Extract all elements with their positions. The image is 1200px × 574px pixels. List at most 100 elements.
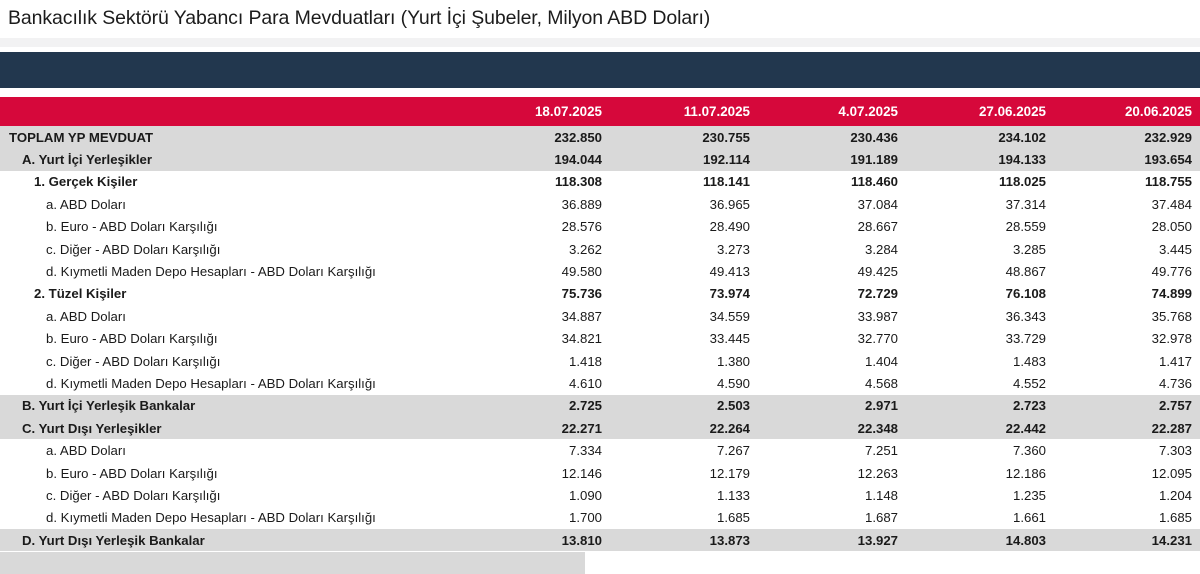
row-value: 48.867: [1005, 264, 1046, 280]
row-value: 72.729: [857, 286, 898, 302]
row-value: 1.661: [1012, 510, 1046, 526]
row-label: B. Yurt İçi Yerleşik Bankalar: [22, 398, 196, 414]
row-value: 7.360: [1012, 443, 1046, 459]
row-label: b. Euro - ABD Doları Karşılığı: [46, 331, 218, 347]
column-header-date: 20.06.2025: [1124, 104, 1192, 119]
row-value: 7.267: [716, 443, 750, 459]
row-value: 33.729: [1005, 331, 1046, 347]
row-label: C. Yurt Dışı Yerleşikler: [22, 420, 162, 436]
page-title: Bankacılık Sektörü Yabancı Para Mevduatl…: [8, 7, 711, 29]
row-value: 28.667: [857, 219, 898, 235]
row-value: 1.090: [568, 487, 602, 503]
table-row: a. ABD Doları 34.887 34.559 33.987 36.343 35.…: [0, 305, 1200, 328]
row-label: a. ABD Doları: [46, 443, 126, 459]
row-value: 2.757: [1158, 398, 1192, 414]
row-value: 33.445: [709, 331, 750, 347]
row-value: 193.654: [1144, 152, 1192, 168]
table-row: d. Kıymetli Maden Depo Hesapları - ABD D…: [0, 260, 1200, 283]
row-value: 232.929: [1144, 129, 1192, 145]
row-label: 1. Gerçek Kişiler: [34, 174, 138, 190]
row-value: 12.263: [857, 465, 898, 481]
row-label: b. Euro - ABD Doları Karşılığı: [46, 465, 218, 481]
row-value: 22.264: [709, 420, 750, 436]
row-value: 28.490: [709, 219, 750, 235]
row-value: 118.025: [999, 174, 1046, 190]
title-separator: [0, 38, 1200, 47]
row-value: 1.687: [864, 510, 898, 526]
column-header-date: 11.07.2025: [683, 104, 750, 119]
row-value: 3.285: [1012, 241, 1046, 257]
row-value: 2.971: [864, 398, 898, 414]
row-label: TOPLAM YP MEVDUAT: [9, 129, 154, 145]
row-value: 12.179: [709, 465, 750, 481]
row-value: 2.723: [1012, 398, 1046, 414]
row-value: 13.810: [561, 532, 602, 548]
table-row: c. Diğer - ABD Doları Karşılığı 1.090 1.13…: [0, 484, 1200, 507]
row-value: 14.231: [1151, 532, 1192, 548]
table-row: b. Euro - ABD Doları Karşılığı 34.821 33.4…: [0, 327, 1200, 350]
deposits-table: 18.07.2025 11.07.2025 4.07.2025 27.06.2025 2…: [0, 97, 1200, 552]
row-value: 7.303: [1158, 443, 1192, 459]
row-value: 1.700: [568, 510, 602, 526]
row-label: 2. Tüzel Kişiler: [34, 286, 127, 302]
row-value: 14.803: [1005, 532, 1046, 548]
row-label: b. Euro - ABD Doları Karşılığı: [46, 219, 218, 235]
row-value: 49.580: [561, 264, 602, 280]
table-header-row: 18.07.2025 11.07.2025 4.07.2025 27.06.2025 2…: [0, 97, 1200, 126]
table-row: d. Kıymetli Maden Depo Hesapları - ABD D…: [0, 372, 1200, 395]
row-value: 28.559: [1005, 219, 1046, 235]
column-header-date: 27.06.2025: [978, 104, 1046, 119]
row-value: 22.287: [1151, 420, 1192, 436]
row-value: 35.768: [1151, 308, 1192, 324]
row-value: 3.284: [864, 241, 898, 257]
table-row: c. Diğer - ABD Doları Karşılığı 1.418 1.38…: [0, 349, 1200, 373]
row-value: 118.755: [1145, 174, 1192, 190]
row-value: 118.460: [851, 174, 898, 190]
table-row: b. Euro - ABD Doları Karşılığı 12.146 12.1…: [0, 461, 1200, 485]
row-value: 73.974: [709, 286, 750, 302]
row-label: d. Kıymetli Maden Depo Hesapları - ABD D…: [46, 510, 376, 526]
table-footer-shade: [0, 551, 585, 574]
row-label: a. ABD Doları: [46, 308, 126, 324]
row-value: 7.334: [568, 443, 602, 459]
row-value: 28.576: [561, 219, 602, 235]
table-row: C. Yurt Dışı Yerleşikler 22.271 22.264 22.3…: [0, 417, 1200, 440]
table-row: d. Kıymetli Maden Depo Hesapları - ABD D…: [0, 506, 1200, 530]
row-value: 13.873: [709, 532, 750, 548]
row-value: 4.590: [716, 375, 750, 391]
row-value: 37.314: [1005, 196, 1046, 212]
row-value: 1.148: [864, 487, 898, 503]
row-value: 1.235: [1012, 487, 1046, 503]
row-value: 1.133: [716, 487, 750, 503]
row-value: 1.417: [1158, 353, 1192, 369]
navy-banner-bar: [0, 52, 1200, 88]
row-value: 22.442: [1005, 420, 1046, 436]
row-value: 36.343: [1005, 308, 1046, 324]
row-value: 3.262: [568, 241, 602, 257]
row-value: 32.978: [1151, 331, 1192, 347]
row-value: 1.204: [1158, 487, 1192, 503]
table-row: TOPLAM YP MEVDUAT 232.850 230.755 230.436 23…: [0, 126, 1200, 149]
row-value: 49.425: [857, 264, 898, 280]
table-row: 2. Tüzel Kişiler 75.736 73.974 72.729 76.108…: [0, 282, 1200, 306]
row-value: 22.271: [561, 420, 602, 436]
row-value: 7.251: [864, 443, 898, 459]
row-value: 1.380: [716, 353, 750, 369]
table-row: a. ABD Doları 7.334 7.267 7.251 7.360 7.303: [0, 439, 1200, 462]
table-row: A. Yurt İçi Yerleşikler 194.044 192.114 191…: [0, 148, 1200, 171]
row-value: 22.348: [857, 420, 898, 436]
row-value: 1.483: [1012, 353, 1046, 369]
row-value: 4.736: [1158, 375, 1192, 391]
row-value: 75.736: [561, 286, 602, 302]
row-value: 118.308: [555, 174, 602, 190]
row-value: 12.146: [561, 465, 602, 481]
row-label: c. Diğer - ABD Doları Karşılığı: [46, 487, 221, 503]
column-header-date: 4.07.2025: [838, 104, 898, 119]
row-value: 34.559: [709, 308, 750, 324]
row-value: 49.776: [1151, 264, 1192, 280]
table-row: c. Diğer - ABD Doları Karşılığı 3.262 3.27…: [0, 237, 1200, 261]
row-value: 13.927: [857, 532, 898, 548]
row-value: 3.445: [1158, 241, 1192, 257]
row-value: 12.186: [1005, 465, 1046, 481]
row-label: A. Yurt İçi Yerleşikler: [22, 152, 153, 168]
